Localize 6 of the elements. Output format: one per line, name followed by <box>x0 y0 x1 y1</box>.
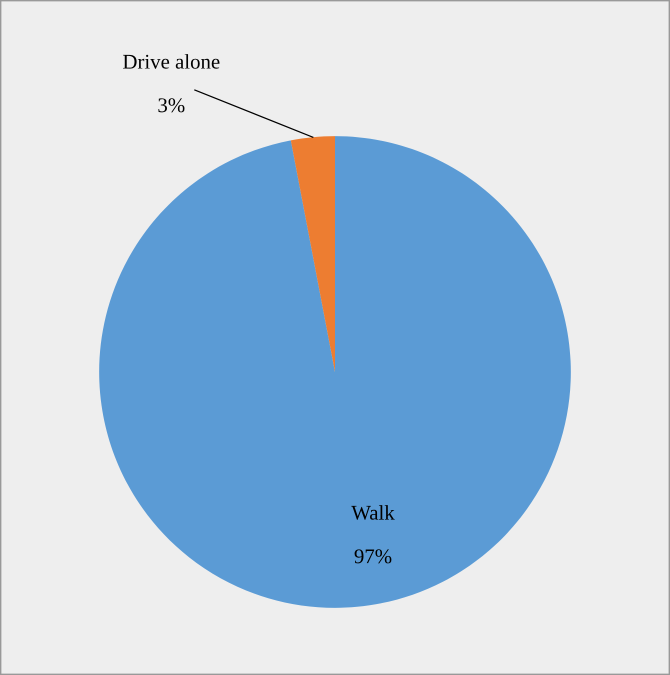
pie-slice <box>290 136 335 372</box>
slice-label: Walk <box>351 505 395 520</box>
data-label: 3% <box>158 98 184 112</box>
slice-label: Drive alone <box>123 54 220 69</box>
pie-slice <box>99 136 571 608</box>
data-label: 97% <box>354 549 392 564</box>
